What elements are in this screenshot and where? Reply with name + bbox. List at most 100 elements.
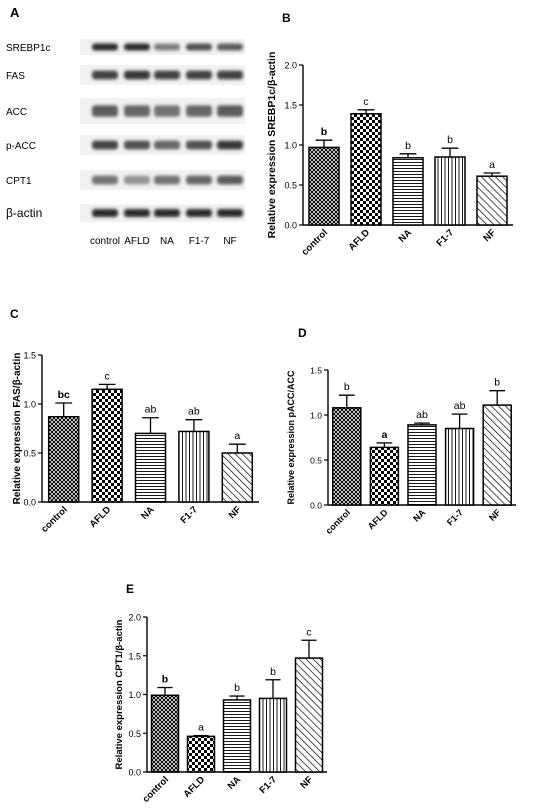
y-tick-label: 1.0	[128, 690, 141, 700]
significance-label: ab	[416, 409, 428, 421]
bar-na	[222, 699, 252, 773]
y-tick-label: 1.0	[23, 400, 36, 410]
x-tick-label: NA	[139, 504, 157, 522]
blot-band	[217, 140, 243, 150]
x-tick-label: AFLD	[346, 227, 372, 253]
blot-row-label: p-ACC	[6, 141, 36, 152]
panel-letter: E	[126, 582, 134, 596]
significance-label: b	[494, 377, 500, 389]
y-tick-label: 0.5	[284, 181, 297, 191]
blot-row-label: ACC	[6, 107, 27, 118]
bar-nf	[221, 452, 254, 503]
blot-band	[154, 140, 180, 150]
significance-label: b	[162, 674, 168, 686]
significance-label: b	[321, 126, 327, 138]
panel-letter-a: A	[10, 5, 20, 20]
y-tick-label: 0.0	[23, 498, 36, 508]
blot-band	[217, 105, 243, 117]
blot-lane-label: control	[90, 236, 120, 247]
blot-band	[186, 175, 212, 185]
significance-label: a	[489, 159, 495, 171]
bar-nf	[476, 175, 508, 226]
blot-band	[92, 43, 118, 51]
bar-nf	[482, 404, 512, 506]
panel-letter: C	[10, 307, 19, 321]
y-tick-label: 0.5	[128, 729, 141, 739]
blot-band	[217, 70, 243, 80]
blot-row-label: CPT1	[6, 176, 32, 187]
significance-label: ab	[454, 400, 466, 412]
bar-f1-7	[434, 156, 466, 226]
x-tick-label: NF	[227, 504, 244, 521]
blot-lane-label: F1-7	[189, 236, 210, 247]
significance-label: b	[405, 140, 411, 152]
blot-band	[124, 105, 150, 117]
blot-row-label: β-actin	[6, 206, 42, 220]
bar-control	[47, 415, 80, 503]
blot-band	[154, 175, 180, 185]
significance-label: b	[344, 381, 350, 393]
y-axis-label: Relative expression FAS/β-actin	[12, 353, 23, 505]
blot-band	[154, 43, 180, 51]
bar-afld	[186, 735, 216, 773]
bar-f1-7	[258, 697, 288, 773]
bar-control	[308, 146, 340, 226]
x-tick-label: NF	[481, 227, 498, 244]
chart-pacc-acc: D 0.0 0.5 1.0 1.5 Relative expression pACC/AC…	[286, 326, 516, 536]
y-tick-label: 0.0	[310, 501, 322, 511]
significance-label: c	[104, 370, 109, 382]
bar-na	[407, 424, 437, 506]
x-tick-label: NF	[298, 774, 315, 791]
bar-f1-7	[444, 427, 475, 506]
blot-row-label: FAS	[6, 71, 25, 82]
panel-letter: D	[298, 326, 307, 340]
x-tick-label: NA	[397, 227, 415, 245]
bar-control	[150, 694, 180, 773]
bar-f1-7	[178, 430, 210, 503]
blot-band	[186, 209, 212, 217]
y-tick-label: 1.5	[23, 351, 36, 361]
western-blot-panel: A SREBP1c FAS ACC p-ACC CPT1 β-actin control A…	[6, 5, 245, 247]
blot-band	[92, 140, 118, 150]
blot-band	[124, 140, 150, 150]
y-axis-label: Relative expression SREBP1c/β-actin	[266, 52, 278, 239]
y-tick-label: 0.0	[284, 221, 297, 231]
blot-band	[186, 70, 212, 80]
x-tick-label: control	[39, 504, 70, 535]
y-tick-label: 2.0	[284, 61, 297, 71]
blot-band	[124, 70, 150, 80]
x-tick-label: AFLD	[88, 504, 114, 530]
significance-label: b	[270, 666, 276, 678]
y-tick-label: 0.0	[128, 768, 141, 778]
x-tick-label: AFLD	[181, 774, 207, 800]
significance-label: a	[198, 722, 204, 734]
y-tick-label: 2.0	[128, 613, 141, 623]
x-tick-label: control	[141, 774, 172, 805]
y-axis-label: Relative expression pACC/ACC	[286, 370, 296, 505]
blot-band	[92, 175, 118, 185]
significance-label: b	[447, 134, 453, 146]
bar-nf	[294, 657, 324, 773]
blot-band	[92, 209, 118, 217]
blot-lane-label: NA	[160, 236, 174, 247]
y-tick-label: 1.5	[310, 366, 322, 376]
blot-band	[124, 175, 150, 185]
significance-label: c	[306, 626, 311, 638]
x-tick-label: AFLD	[366, 507, 390, 531]
blot-band	[154, 105, 180, 117]
blot-band	[92, 105, 118, 117]
blot-lane-label: AFLD	[124, 236, 150, 247]
significance-label: a	[234, 430, 240, 442]
y-tick-label: 1.5	[128, 651, 141, 661]
x-tick-label: NF	[487, 507, 503, 523]
chart-srebp1c: B 0.0 0.5 1.0 1.5 2.0 Relative expression SREB…	[266, 11, 513, 258]
y-tick-label: 0.5	[23, 449, 36, 459]
x-tick-label: F1-7	[258, 774, 280, 796]
blot-band	[92, 70, 118, 80]
significance-label: c	[363, 96, 368, 108]
y-tick-label: 1.0	[284, 141, 297, 151]
x-tick-label: F1-7	[178, 504, 200, 526]
